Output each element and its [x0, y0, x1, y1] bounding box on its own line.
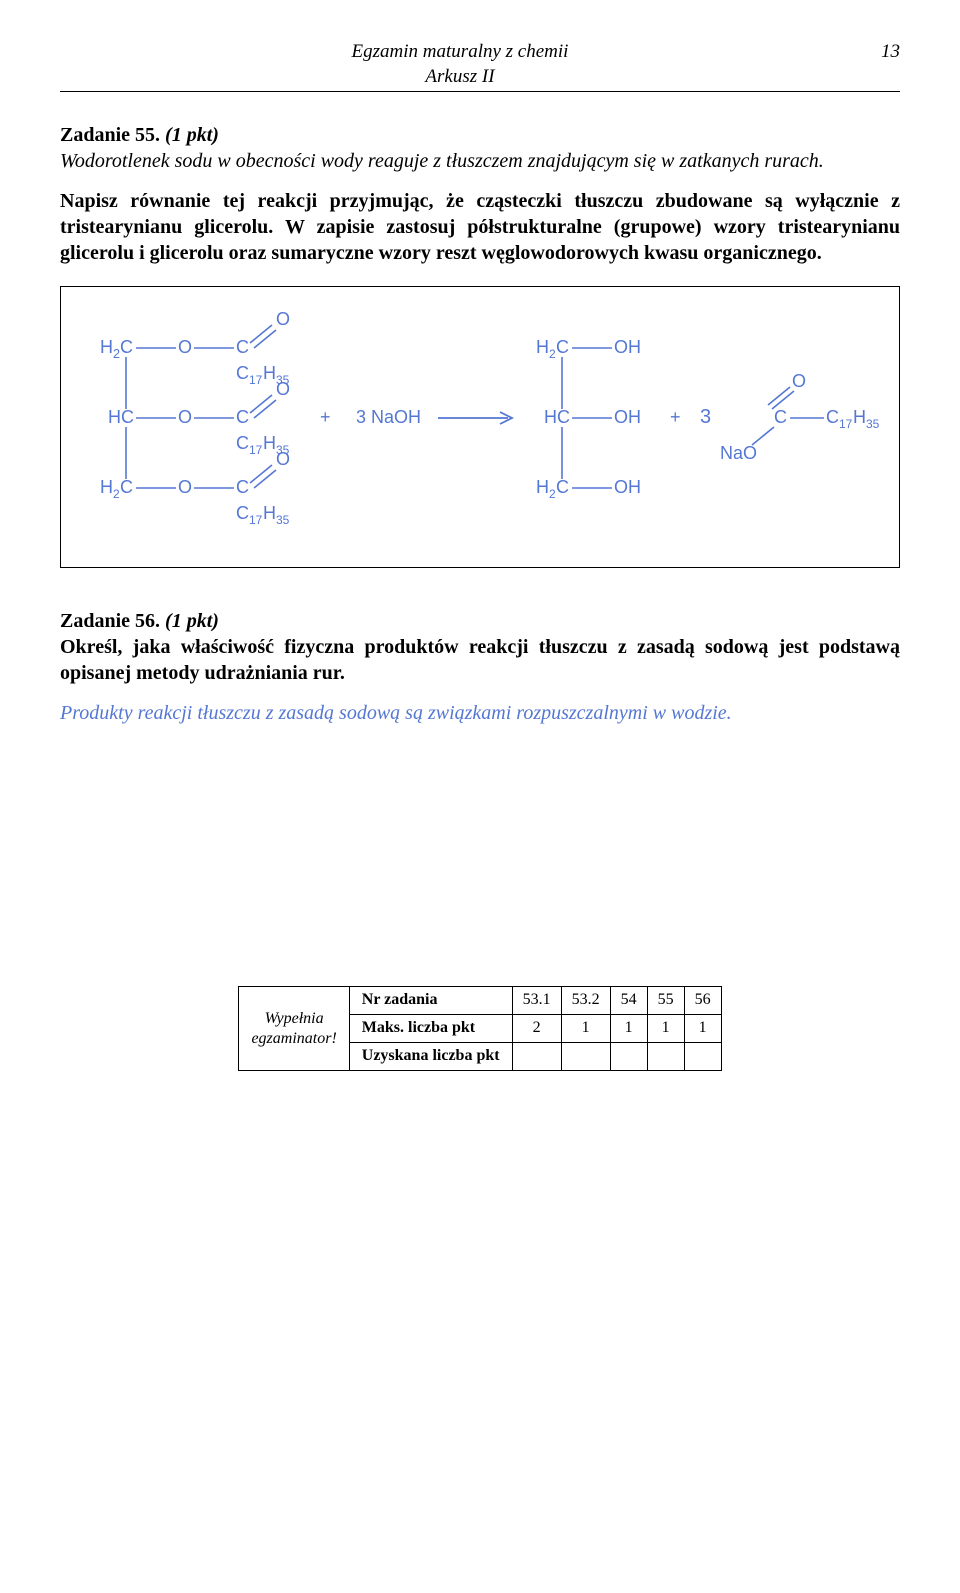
task55-title: Zadanie 55.: [60, 124, 160, 146]
svg-text:O: O: [276, 449, 290, 469]
svg-text:OH: OH: [614, 407, 641, 427]
svg-text:O: O: [276, 379, 290, 399]
grading-cell: 1: [561, 1015, 610, 1043]
svg-text:O: O: [276, 309, 290, 329]
svg-text:OH: OH: [614, 477, 641, 497]
svg-text:H: H: [100, 477, 113, 497]
grading-table-wrap: Wypełnia egzaminator! Nr zadania 53.1 53…: [60, 986, 900, 1070]
grading-side2: egzaminator!: [251, 1030, 336, 1047]
svg-text:2: 2: [113, 487, 120, 501]
svg-text:O: O: [178, 337, 192, 357]
grading-label-maks: Maks. liczba pkt: [349, 1015, 512, 1043]
svg-text:H: H: [263, 433, 276, 453]
grading-cell: 55: [647, 987, 684, 1015]
task56-points: (1 pkt): [165, 610, 219, 632]
grading-cell: [647, 1042, 684, 1070]
svg-text:C: C: [236, 363, 249, 383]
task56-heading: Zadanie 56. (1 pkt): [60, 608, 900, 634]
table-row: Wypełnia egzaminator! Nr zadania 53.1 53…: [239, 987, 721, 1015]
svg-text:C: C: [556, 337, 569, 357]
page-number: 13: [860, 40, 900, 65]
grading-cell: 53.1: [512, 987, 561, 1015]
grading-cell: 56: [684, 987, 721, 1015]
svg-text:+: +: [670, 407, 681, 427]
svg-text:C: C: [120, 337, 133, 357]
task55-intro: Wodorotlenek sodu w obecności wody reagu…: [60, 148, 900, 174]
svg-text:HC: HC: [108, 407, 134, 427]
task55-instructions: Napisz równanie tej reakcji przyjmując, …: [60, 188, 900, 266]
header-line2: Arkusz II: [60, 65, 860, 90]
svg-text:17: 17: [249, 373, 263, 387]
svg-text:17: 17: [249, 443, 263, 457]
svg-text:C: C: [774, 407, 787, 427]
svg-text:H: H: [853, 407, 866, 427]
svg-text:H: H: [263, 503, 276, 523]
grading-side1: Wypełnia: [265, 1010, 324, 1027]
task56-title: Zadanie 56.: [60, 610, 160, 632]
svg-text:H: H: [263, 363, 276, 383]
svg-text:O: O: [178, 477, 192, 497]
grading-cell: [684, 1042, 721, 1070]
svg-text:+: +: [320, 407, 331, 427]
grading-table: Wypełnia egzaminator! Nr zadania 53.1 53…: [238, 986, 721, 1070]
task55-points: (1 pkt): [165, 124, 219, 146]
svg-text:O: O: [178, 407, 192, 427]
header-rule: [60, 91, 900, 92]
svg-text:35: 35: [866, 417, 880, 431]
header-line1: Egzamin maturalny z chemii: [60, 40, 860, 65]
grading-cell: 1: [684, 1015, 721, 1043]
page-header: Egzamin maturalny z chemii Arkusz II 13: [60, 40, 900, 89]
svg-text:3: 3: [700, 406, 711, 428]
grading-cell: 54: [610, 987, 647, 1015]
task55-heading: Zadanie 55. (1 pkt): [60, 122, 900, 148]
grading-cell: 53.2: [561, 987, 610, 1015]
header-title-block: Egzamin maturalny z chemii Arkusz II: [60, 40, 860, 89]
grading-side-label: Wypełnia egzaminator!: [239, 987, 349, 1070]
grading-cell: [610, 1042, 647, 1070]
svg-text:17: 17: [249, 513, 263, 527]
svg-text:2: 2: [549, 487, 556, 501]
svg-text:35: 35: [276, 513, 290, 527]
grading-cell: 1: [647, 1015, 684, 1043]
svg-text:H: H: [536, 477, 549, 497]
svg-text:NaO: NaO: [720, 443, 757, 463]
svg-text:C: C: [556, 477, 569, 497]
grading-cell: [512, 1042, 561, 1070]
svg-text:C: C: [236, 407, 249, 427]
grading-cell: 1: [610, 1015, 647, 1043]
svg-text:2: 2: [549, 347, 556, 361]
svg-text:H: H: [536, 337, 549, 357]
svg-text:C: C: [236, 503, 249, 523]
grading-cell: 2: [512, 1015, 561, 1043]
svg-text:OH: OH: [614, 337, 641, 357]
svg-text:17: 17: [839, 417, 853, 431]
grading-cell: [561, 1042, 610, 1070]
svg-text:HC: HC: [544, 407, 570, 427]
svg-text:C: C: [236, 337, 249, 357]
task55-answer-box: H2C O C O C17 H35 HC O C O C: [60, 286, 900, 568]
svg-text:O: O: [792, 371, 806, 391]
svg-text:H: H: [100, 337, 113, 357]
task56-answer: Produkty reakcji tłuszczu z zasadą sodow…: [60, 700, 900, 726]
svg-text:C: C: [236, 477, 249, 497]
svg-text:3 NaOH: 3 NaOH: [356, 407, 421, 427]
task56-instructions: Określ, jaka właściwość fizyczna produkt…: [60, 634, 900, 686]
svg-text:C: C: [236, 433, 249, 453]
svg-text:C: C: [120, 477, 133, 497]
svg-text:C: C: [826, 407, 839, 427]
svg-text:2: 2: [113, 347, 120, 361]
grading-label-nr: Nr zadania: [349, 987, 512, 1015]
reaction-diagram: H2C O C O C17 H35 HC O C O C: [80, 305, 880, 535]
grading-label-uzysk: Uzyskana liczba pkt: [349, 1042, 512, 1070]
